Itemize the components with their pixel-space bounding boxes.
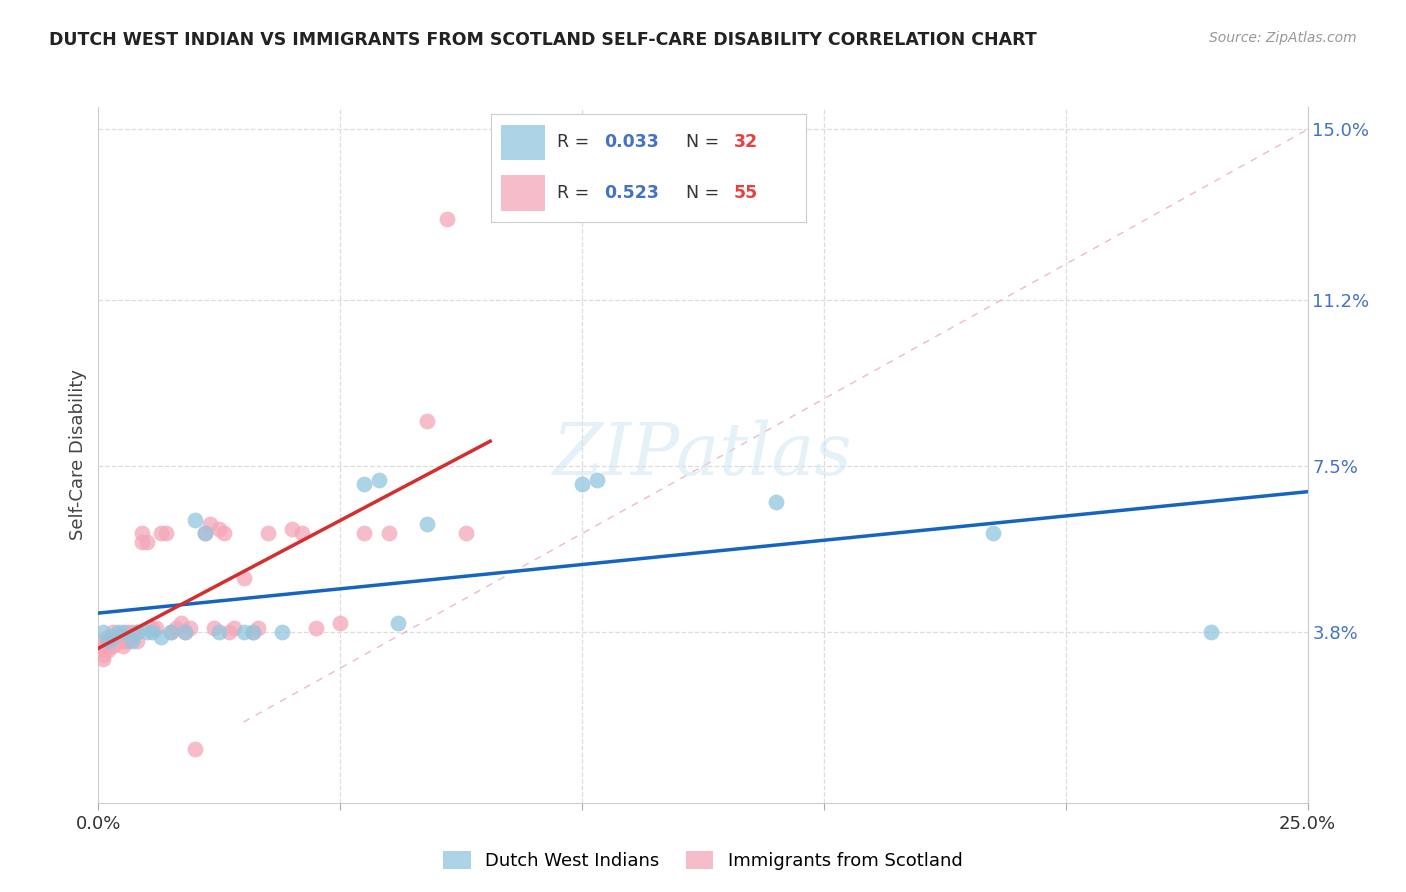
Point	[91, 648, 114, 662]
Point	[127, 625, 149, 640]
Point	[117, 634, 139, 648]
Point	[97, 630, 120, 644]
Point	[436, 212, 458, 227]
Point	[174, 625, 197, 640]
Point	[208, 625, 231, 640]
Point	[160, 625, 183, 640]
Text: ZIPatlas: ZIPatlas	[553, 419, 853, 491]
Point	[131, 535, 153, 549]
Point	[212, 526, 235, 541]
Point	[281, 522, 304, 536]
Point	[160, 625, 183, 640]
Point	[174, 625, 197, 640]
Text: DUTCH WEST INDIAN VS IMMIGRANTS FROM SCOTLAND SELF-CARE DISABILITY CORRELATION C: DUTCH WEST INDIAN VS IMMIGRANTS FROM SCO…	[49, 31, 1038, 49]
Point	[271, 625, 294, 640]
Point	[387, 616, 409, 631]
Point	[107, 634, 129, 648]
Point	[208, 522, 231, 536]
Point	[353, 477, 375, 491]
Point	[194, 526, 217, 541]
Point	[145, 621, 167, 635]
Point	[155, 526, 177, 541]
Point	[305, 621, 328, 635]
Point	[232, 625, 254, 640]
Point	[101, 630, 124, 644]
Point	[91, 639, 114, 653]
Point	[585, 473, 607, 487]
Point	[117, 625, 139, 640]
Point	[416, 517, 439, 532]
Point	[111, 634, 134, 648]
Point	[184, 513, 207, 527]
Point	[377, 526, 399, 541]
Point	[111, 625, 134, 640]
Point	[242, 625, 264, 640]
Point	[121, 634, 143, 648]
Point	[169, 616, 191, 631]
Point	[91, 625, 114, 640]
Point	[204, 621, 226, 635]
Point	[97, 643, 120, 657]
Point	[184, 742, 207, 756]
Point	[218, 625, 240, 640]
Point	[121, 630, 143, 644]
Point	[141, 621, 163, 635]
Point	[194, 526, 217, 541]
Point	[368, 473, 391, 487]
Point	[141, 625, 163, 640]
Point	[107, 630, 129, 644]
Point	[981, 526, 1004, 541]
Point	[165, 621, 187, 635]
Text: Source: ZipAtlas.com: Source: ZipAtlas.com	[1209, 31, 1357, 45]
Point	[247, 621, 270, 635]
Point	[222, 621, 245, 635]
Point	[101, 625, 124, 640]
Point	[232, 571, 254, 585]
Point	[91, 652, 114, 666]
Point	[117, 630, 139, 644]
Point	[198, 517, 221, 532]
Point	[121, 625, 143, 640]
Point	[150, 630, 173, 644]
Point	[91, 634, 114, 648]
Point	[179, 621, 201, 635]
Point	[571, 477, 593, 491]
Point	[329, 616, 352, 631]
Point	[765, 495, 787, 509]
Point	[454, 526, 477, 541]
Point	[97, 639, 120, 653]
Point	[135, 625, 157, 640]
Point	[127, 625, 149, 640]
Point	[111, 639, 134, 653]
Point	[127, 634, 149, 648]
Point	[416, 414, 439, 428]
Point	[107, 625, 129, 640]
Point	[290, 526, 312, 541]
Point	[111, 630, 134, 644]
Point	[97, 634, 120, 648]
Point	[91, 643, 114, 657]
Point	[353, 526, 375, 541]
Point	[150, 526, 173, 541]
Point	[131, 526, 153, 541]
Point	[135, 535, 157, 549]
Legend: Dutch West Indians, Immigrants from Scotland: Dutch West Indians, Immigrants from Scot…	[436, 844, 970, 877]
Point	[256, 526, 278, 541]
Point	[101, 639, 124, 653]
Point	[242, 625, 264, 640]
Point	[1199, 625, 1222, 640]
Y-axis label: Self-Care Disability: Self-Care Disability	[69, 369, 87, 541]
